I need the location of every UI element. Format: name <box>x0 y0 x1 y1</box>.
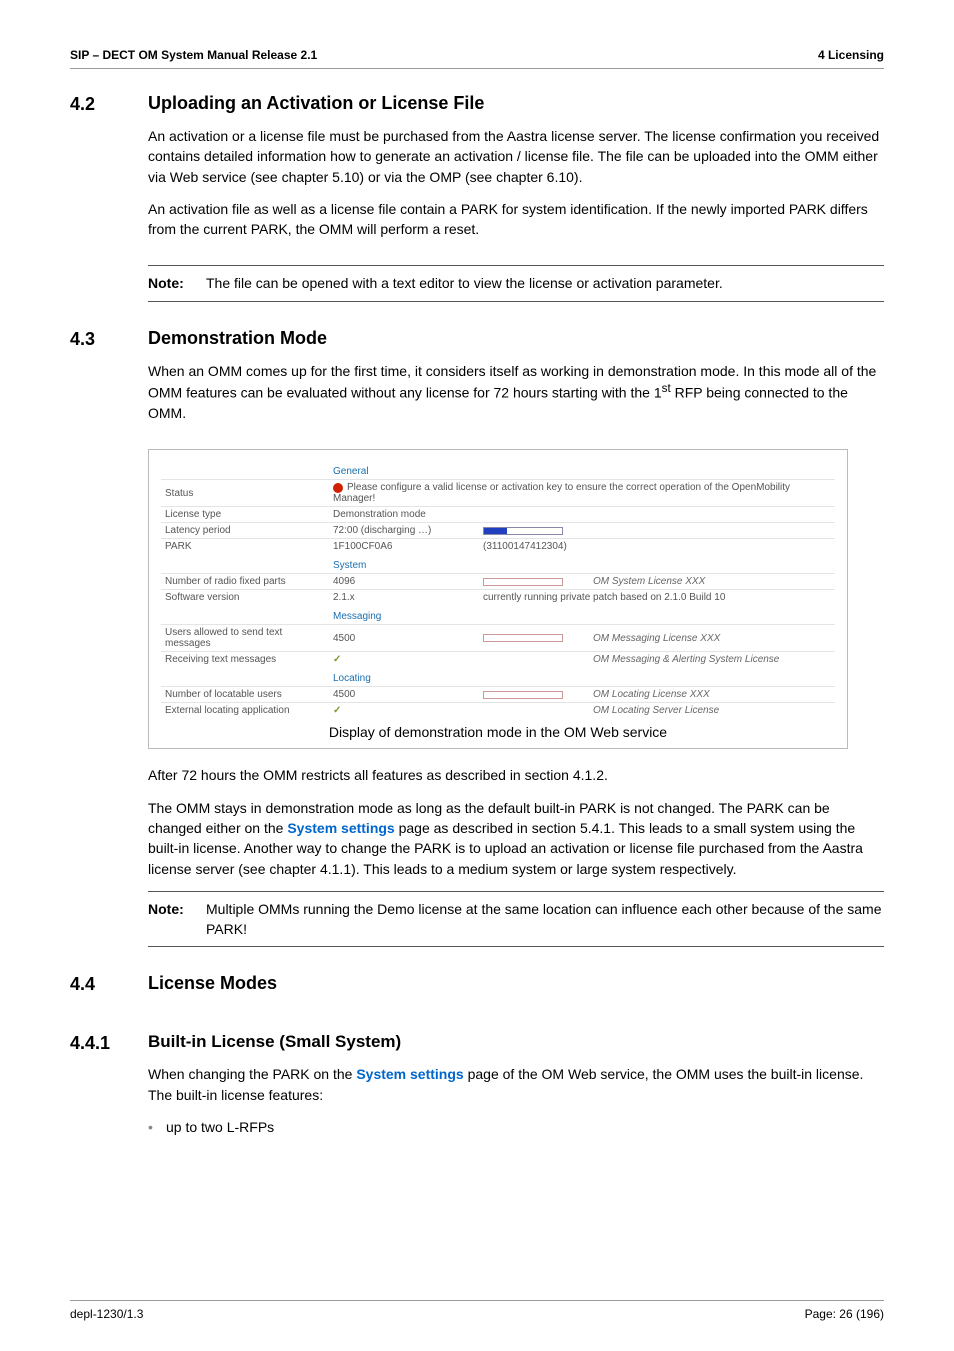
text: When changing the PARK on the <box>148 1066 356 1082</box>
row-ext-label: External locating application <box>161 703 329 719</box>
note-label: Note: <box>148 899 206 940</box>
paragraph: When an OMM comes up for the first time,… <box>148 361 884 424</box>
system-settings-link[interactable]: System settings <box>287 820 394 836</box>
row-nrfp-value: 4096 <box>329 574 479 590</box>
progress-bar <box>483 527 563 535</box>
row-recv-label: Receiving text messages <box>161 652 329 668</box>
row-nrfp-label: Number of radio fixed parts <box>161 574 329 590</box>
row-nloc-bar <box>479 687 589 703</box>
row-uasend-value: 4500 <box>329 625 479 652</box>
check-icon: ✓ <box>333 654 341 665</box>
system-settings-link[interactable]: System settings <box>356 1066 463 1082</box>
note-box: Note: Multiple OMMs running the Demo lic… <box>148 891 884 948</box>
section-title: License Modes <box>148 973 884 994</box>
header-left: SIP – DECT OM System Manual Release 2.1 <box>70 48 317 62</box>
row-uasend-bar <box>479 625 589 652</box>
row-recv-license: OM Messaging & Alerting System License <box>589 652 835 668</box>
row-swv-value: 2.1.x <box>329 590 479 606</box>
progress-bar-empty <box>483 578 563 586</box>
paragraph: The OMM stays in demonstration mode as l… <box>148 798 884 879</box>
bullet-item: • up to two L-RFPs <box>148 1117 884 1137</box>
group-general: General <box>329 460 835 480</box>
row-uasend-label: Users allowed to send text messages <box>161 625 329 652</box>
progress-bar-empty <box>483 691 563 699</box>
note-text: The file can be opened with a text edito… <box>206 273 884 293</box>
row-status-label: Status <box>161 480 329 507</box>
demo-mode-screenshot: General Status Please configure a valid … <box>148 449 848 749</box>
paragraph: After 72 hours the OMM restricts all fea… <box>148 765 884 785</box>
row-swv-label: Software version <box>161 590 329 606</box>
row-lictype-label: License type <box>161 507 329 523</box>
row-nloc-label: Number of locatable users <box>161 687 329 703</box>
section-title: Built-in License (Small System) <box>148 1032 884 1052</box>
paragraph: When changing the PARK on the System set… <box>148 1064 884 1105</box>
row-nloc-value: 4500 <box>329 687 479 703</box>
section-4-4: 4.4 License Modes <box>70 973 884 1006</box>
bullet-icon: • <box>148 1117 166 1137</box>
license-status-table: General Status Please configure a valid … <box>161 460 835 718</box>
superscript: st <box>662 382 671 395</box>
progress-bar-empty <box>483 634 563 642</box>
row-latency-label: Latency period <box>161 523 329 539</box>
screenshot-caption: Display of demonstration mode in the OM … <box>161 724 835 740</box>
section-4-4-1: 4.4.1 Built-in License (Small System) Wh… <box>70 1032 884 1141</box>
section-4-2: 4.2 Uploading an Activation or License F… <box>70 93 884 251</box>
row-nloc-license: OM Locating License XXX <box>589 687 835 703</box>
section-number: 4.4 <box>70 973 148 1006</box>
section-number: 4.2 <box>70 93 148 251</box>
row-status-value: Please configure a valid license or acti… <box>329 480 835 507</box>
bullet-text: up to two L-RFPs <box>166 1117 274 1137</box>
group-messaging: Messaging <box>329 605 835 625</box>
paragraph: An activation or a license file must be … <box>148 126 884 187</box>
row-nrfp-license: OM System License XXX <box>589 574 835 590</box>
section-title: Demonstration Mode <box>148 328 884 349</box>
row-park-value2: (31100147412304) <box>479 539 835 555</box>
group-locating: Locating <box>329 667 835 687</box>
row-park-label: PARK <box>161 539 329 555</box>
group-system: System <box>329 554 835 574</box>
page-header: SIP – DECT OM System Manual Release 2.1 … <box>70 48 884 69</box>
footer-right: Page: 26 (196) <box>805 1307 884 1321</box>
warning-icon <box>333 483 343 493</box>
check-icon: ✓ <box>333 705 341 716</box>
row-park-value1: 1F100CF0A6 <box>329 539 479 555</box>
row-latency-bar <box>479 523 835 539</box>
row-ext-license: OM Locating Server License <box>589 703 835 719</box>
section-number: 4.4.1 <box>70 1032 148 1141</box>
section-4-3: 4.3 Demonstration Mode When an OMM comes… <box>70 328 884 436</box>
progress-fill <box>484 528 507 534</box>
row-nrfp-bar <box>479 574 589 590</box>
note-box: Note: The file can be opened with a text… <box>148 265 884 301</box>
paragraph: An activation file as well as a license … <box>148 199 884 240</box>
note-label: Note: <box>148 273 206 293</box>
note-text: Multiple OMMs running the Demo license a… <box>206 899 884 940</box>
row-latency-value: 72:00 (discharging …) <box>329 523 479 539</box>
page-footer: depl-1230/1.3 Page: 26 (196) <box>70 1300 884 1321</box>
section-title: Uploading an Activation or License File <box>148 93 884 114</box>
footer-left: depl-1230/1.3 <box>70 1307 143 1321</box>
row-uasend-license: OM Messaging License XXX <box>589 625 835 652</box>
row-lictype-value: Demonstration mode <box>329 507 835 523</box>
status-text: Please configure a valid license or acti… <box>333 482 790 504</box>
header-right: 4 Licensing <box>818 48 884 62</box>
row-swv-note: currently running private patch based on… <box>479 590 835 606</box>
section-number: 4.3 <box>70 328 148 436</box>
